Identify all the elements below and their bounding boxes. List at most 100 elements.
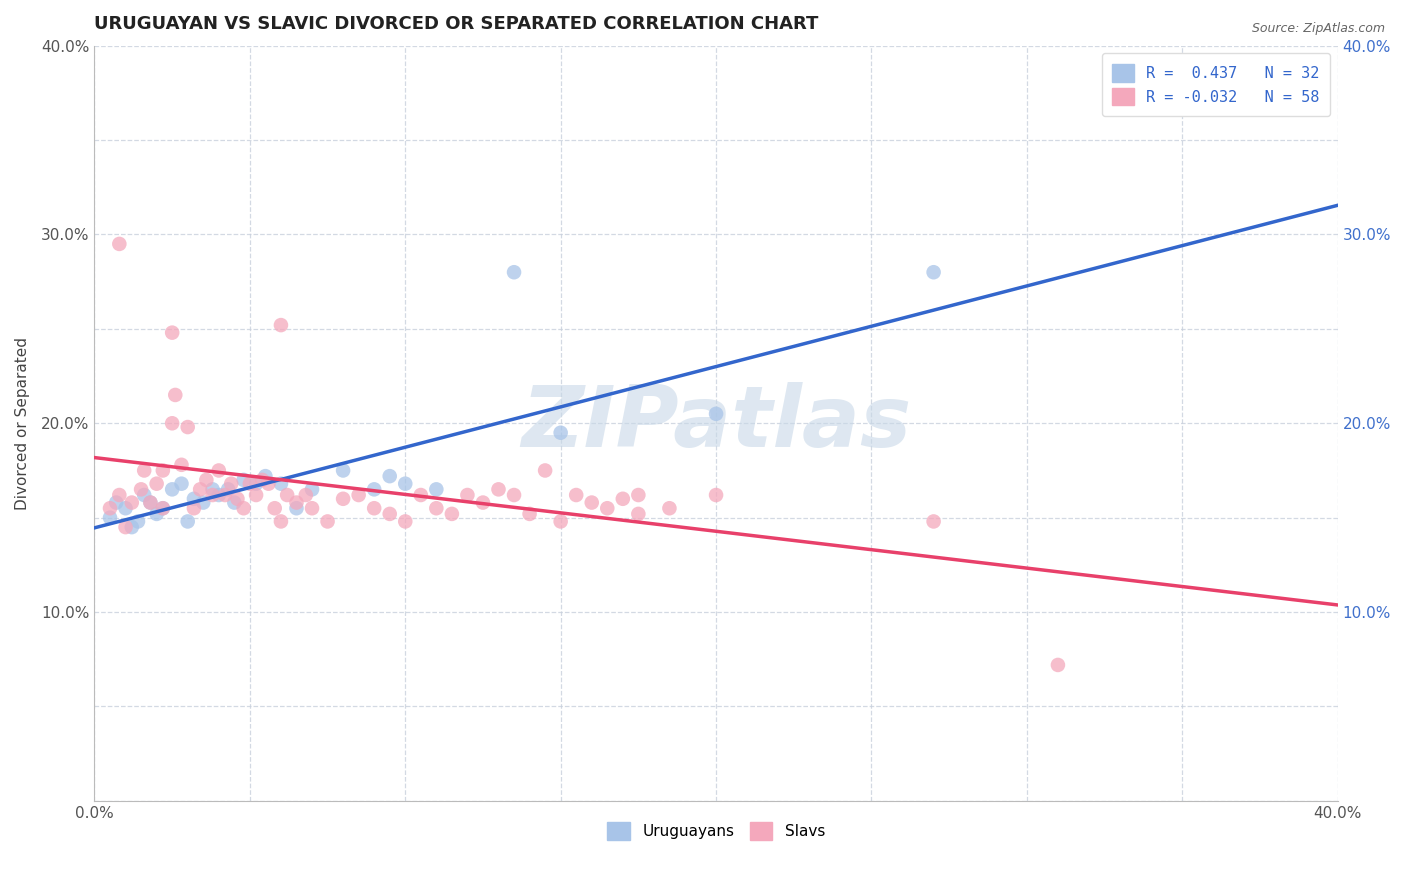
Point [108,236,131,251]
Point [170,458,193,472]
Point [134,463,156,477]
Point [332,463,354,477]
Point [139,495,162,509]
Point [263,501,285,516]
Point [363,501,385,516]
Point [195,473,218,487]
Point [409,488,432,502]
Point [177,515,200,529]
Point [922,515,945,529]
Point [285,501,308,516]
Point [425,501,447,516]
Point [378,469,401,483]
Point [208,463,231,477]
Point [224,495,246,509]
Point [565,488,588,502]
Point [139,495,162,509]
Point [347,488,370,502]
Point [440,507,463,521]
Point [270,318,292,332]
Point [121,495,143,509]
Point [534,463,557,477]
Point [257,476,280,491]
Point [1046,657,1069,672]
Point [108,488,131,502]
Point [254,469,277,483]
Point [658,501,681,516]
Point [550,425,572,440]
Point [704,407,727,421]
Point [219,476,242,491]
Point [208,488,231,502]
Y-axis label: Divorced or Separated: Divorced or Separated [15,337,30,509]
Point [232,501,254,516]
Point [152,501,174,516]
Point [98,501,121,516]
Point [105,495,128,509]
Point [121,520,143,534]
Point [245,488,267,502]
Point [183,491,205,506]
Point [472,495,495,509]
Point [503,265,526,279]
Point [295,488,318,502]
Point [488,483,510,497]
Point [456,488,478,502]
Point [170,476,193,491]
Point [276,488,298,502]
Text: Source: ZipAtlas.com: Source: ZipAtlas.com [1251,22,1385,36]
Point [627,507,650,521]
Point [627,488,650,502]
Point [285,495,308,509]
Point [596,501,619,516]
Point [239,476,262,491]
Point [193,495,215,509]
Point [226,491,249,506]
Point [129,483,152,497]
Point [114,520,136,534]
Legend: Uruguayans, Slavs: Uruguayans, Slavs [600,816,831,847]
Point [201,488,224,502]
Text: ZIPatlas: ZIPatlas [522,382,911,465]
Point [152,501,174,516]
Point [394,476,416,491]
Point [363,483,385,497]
Point [201,483,224,497]
Point [252,473,274,487]
Point [217,483,239,497]
Point [98,510,121,524]
Point [581,495,603,509]
Point [134,488,156,502]
Point [152,463,174,477]
Point [232,473,254,487]
Point [550,515,572,529]
Point [160,417,183,431]
Point [177,420,200,434]
Point [519,507,541,521]
Point [332,491,354,506]
Point [160,326,183,340]
Text: URUGUAYAN VS SLAVIC DIVORCED OR SEPARATED CORRELATION CHART: URUGUAYAN VS SLAVIC DIVORCED OR SEPARATE… [94,15,818,33]
Point [188,483,211,497]
Point [503,488,526,502]
Point [378,507,401,521]
Point [704,488,727,502]
Point [270,515,292,529]
Point [301,501,323,516]
Point [425,483,447,497]
Point [145,507,167,521]
Point [160,483,183,497]
Point [394,515,416,529]
Point [127,515,149,529]
Point [301,483,323,497]
Point [165,388,187,402]
Point [114,501,136,516]
Point [245,476,267,491]
Point [612,491,634,506]
Point [145,476,167,491]
Point [922,265,945,279]
Point [183,501,205,516]
Point [270,476,292,491]
Point [214,488,236,502]
Point [316,515,339,529]
